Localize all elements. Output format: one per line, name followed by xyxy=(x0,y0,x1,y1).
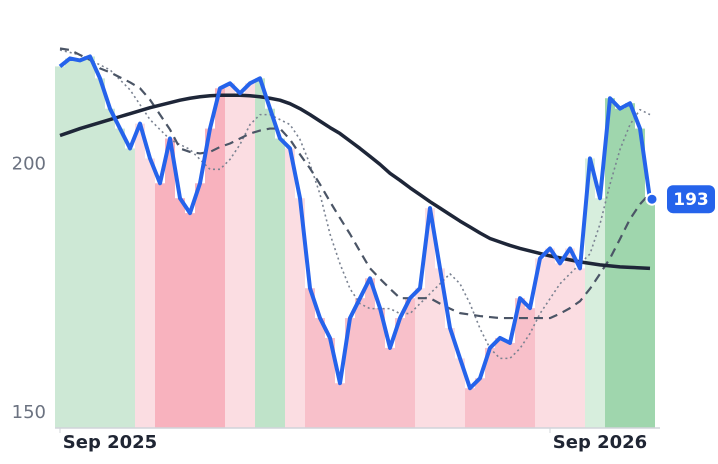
band xyxy=(225,83,235,429)
band xyxy=(195,183,205,428)
band xyxy=(355,298,365,428)
band xyxy=(155,183,165,428)
band xyxy=(455,358,465,428)
band xyxy=(405,298,415,428)
band xyxy=(265,108,275,428)
band xyxy=(385,347,395,428)
band xyxy=(95,78,105,428)
band xyxy=(285,148,295,428)
band xyxy=(575,268,585,428)
band xyxy=(215,88,225,429)
y-tick-label: 150 xyxy=(12,402,46,423)
band xyxy=(555,263,565,428)
band xyxy=(235,93,245,429)
band xyxy=(505,342,515,428)
band xyxy=(125,148,135,428)
band xyxy=(295,198,305,428)
band xyxy=(635,128,645,428)
band xyxy=(565,248,575,428)
band xyxy=(585,158,595,429)
band xyxy=(115,128,125,428)
band xyxy=(135,123,145,429)
band xyxy=(325,337,335,428)
band xyxy=(85,56,95,429)
band xyxy=(255,78,265,428)
line-thick xyxy=(59,93,651,271)
band xyxy=(535,258,545,428)
band xyxy=(275,138,285,428)
x-tick-label: Sep 2026 xyxy=(553,432,647,453)
last-value-label: 193 xyxy=(673,190,709,210)
band xyxy=(425,208,435,428)
band xyxy=(485,347,495,428)
band xyxy=(525,308,535,428)
band xyxy=(245,83,255,429)
band xyxy=(105,108,115,428)
band xyxy=(545,248,555,428)
last-value-badge xyxy=(667,185,715,214)
line-price xyxy=(58,54,652,391)
band xyxy=(205,128,215,428)
band xyxy=(605,98,615,428)
band xyxy=(435,268,445,428)
band xyxy=(185,213,195,428)
x-tick-label: Sep 2025 xyxy=(63,432,157,453)
band xyxy=(305,288,315,428)
band xyxy=(515,298,525,428)
band xyxy=(475,378,485,428)
band xyxy=(345,318,355,428)
band xyxy=(415,288,425,428)
y-tick-label: 200 xyxy=(12,153,46,174)
band xyxy=(445,328,455,428)
band xyxy=(145,158,155,429)
band xyxy=(465,388,475,428)
band xyxy=(65,58,75,428)
last-point xyxy=(645,192,659,206)
line-dashed xyxy=(59,47,651,320)
band xyxy=(55,66,65,429)
band xyxy=(335,383,345,428)
band xyxy=(315,318,325,428)
band xyxy=(645,199,655,428)
band xyxy=(395,318,405,428)
band xyxy=(595,198,605,428)
line-dotted xyxy=(59,49,651,360)
band xyxy=(165,138,175,428)
band xyxy=(175,198,185,428)
band xyxy=(375,308,385,428)
band xyxy=(495,337,505,428)
band xyxy=(75,60,85,428)
band xyxy=(365,278,375,428)
